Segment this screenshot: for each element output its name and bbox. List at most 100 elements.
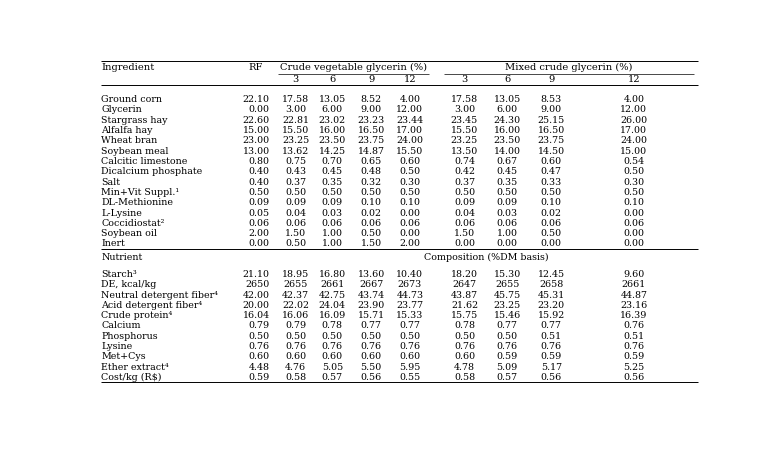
Text: 15.92: 15.92 xyxy=(537,311,565,320)
Text: 9.60: 9.60 xyxy=(623,270,644,279)
Text: 0.50: 0.50 xyxy=(285,332,306,341)
Text: 0.50: 0.50 xyxy=(541,229,562,238)
Text: 0.50: 0.50 xyxy=(497,332,518,341)
Text: 0.59: 0.59 xyxy=(248,373,270,382)
Text: 0.06: 0.06 xyxy=(322,219,343,228)
Text: 0.10: 0.10 xyxy=(541,198,562,207)
Text: Neutral detergent fiber⁴: Neutral detergent fiber⁴ xyxy=(101,291,218,299)
Text: 5.05: 5.05 xyxy=(321,363,343,372)
Text: 0.77: 0.77 xyxy=(360,321,381,331)
Text: 43.74: 43.74 xyxy=(357,291,385,299)
Text: 2661: 2661 xyxy=(321,280,345,289)
Text: 13.62: 13.62 xyxy=(282,146,309,156)
Text: 0.77: 0.77 xyxy=(497,321,518,331)
Text: Glycerin: Glycerin xyxy=(101,106,142,114)
Text: 23.50: 23.50 xyxy=(494,136,521,145)
Text: Met+Cys: Met+Cys xyxy=(101,352,146,361)
Text: 0.58: 0.58 xyxy=(285,373,306,382)
Text: Dicalcium phosphate: Dicalcium phosphate xyxy=(101,167,203,176)
Text: 15.30: 15.30 xyxy=(494,270,521,279)
Text: 9: 9 xyxy=(548,75,555,84)
Text: 23.20: 23.20 xyxy=(537,301,565,310)
Text: 0.09: 0.09 xyxy=(248,198,270,207)
Text: 4.00: 4.00 xyxy=(623,95,644,104)
Text: 12: 12 xyxy=(403,75,417,84)
Text: 3.00: 3.00 xyxy=(454,106,475,114)
Text: 13.05: 13.05 xyxy=(319,95,346,104)
Text: Calcitic limestone: Calcitic limestone xyxy=(101,157,188,166)
Text: 3.00: 3.00 xyxy=(285,106,306,114)
Text: 6: 6 xyxy=(504,75,510,84)
Text: 0.09: 0.09 xyxy=(322,198,343,207)
Text: 0.50: 0.50 xyxy=(360,332,381,341)
Text: 3: 3 xyxy=(292,75,299,84)
Text: 15.00: 15.00 xyxy=(620,146,647,156)
Text: 2673: 2673 xyxy=(398,280,422,289)
Text: 0.59: 0.59 xyxy=(541,352,562,361)
Text: Composition (%DM basis): Composition (%DM basis) xyxy=(424,253,548,262)
Text: 24.00: 24.00 xyxy=(620,136,647,145)
Text: 0.33: 0.33 xyxy=(541,178,562,186)
Text: Acid detergent fiber⁴: Acid detergent fiber⁴ xyxy=(101,301,203,310)
Text: 0.50: 0.50 xyxy=(454,332,475,341)
Text: 24.30: 24.30 xyxy=(494,116,521,125)
Text: 16.80: 16.80 xyxy=(319,270,346,279)
Text: 0.80: 0.80 xyxy=(249,157,270,166)
Text: 1.00: 1.00 xyxy=(322,229,343,238)
Text: 23.00: 23.00 xyxy=(243,136,270,145)
Text: 17.00: 17.00 xyxy=(620,126,647,135)
Text: 0.06: 0.06 xyxy=(285,219,306,228)
Text: 0.57: 0.57 xyxy=(322,373,343,382)
Text: 0.76: 0.76 xyxy=(360,342,381,351)
Text: 0.30: 0.30 xyxy=(623,178,644,186)
Text: Nutrient: Nutrient xyxy=(101,253,143,262)
Text: 0.10: 0.10 xyxy=(623,198,644,207)
Text: 2661: 2661 xyxy=(622,280,646,289)
Text: Crude vegetable glycerin (%): Crude vegetable glycerin (%) xyxy=(280,63,427,72)
Text: Calcium: Calcium xyxy=(101,321,141,331)
Text: Alfalfa hay: Alfalfa hay xyxy=(101,126,153,135)
Text: 16.09: 16.09 xyxy=(319,311,346,320)
Text: 0.65: 0.65 xyxy=(360,157,381,166)
Text: Ground corn: Ground corn xyxy=(101,95,162,104)
Text: 22.10: 22.10 xyxy=(243,95,270,104)
Text: 0.02: 0.02 xyxy=(541,208,562,218)
Text: 0.10: 0.10 xyxy=(360,198,381,207)
Text: DE, kcal/kg: DE, kcal/kg xyxy=(101,280,157,289)
Text: 14.50: 14.50 xyxy=(537,146,565,156)
Text: 12.00: 12.00 xyxy=(396,106,424,114)
Text: 0.79: 0.79 xyxy=(285,321,306,331)
Text: 0.45: 0.45 xyxy=(497,167,518,176)
Text: 4.48: 4.48 xyxy=(249,363,270,372)
Text: Stargrass hay: Stargrass hay xyxy=(101,116,168,125)
Text: 5.25: 5.25 xyxy=(623,363,644,372)
Text: 0.09: 0.09 xyxy=(454,198,475,207)
Text: 0.76: 0.76 xyxy=(454,342,475,351)
Text: 0.58: 0.58 xyxy=(454,373,475,382)
Text: 13.60: 13.60 xyxy=(357,270,385,279)
Text: 20.00: 20.00 xyxy=(243,301,270,310)
Text: 13.05: 13.05 xyxy=(494,95,521,104)
Text: 23.75: 23.75 xyxy=(537,136,565,145)
Text: 0.06: 0.06 xyxy=(399,219,420,228)
Text: 0.04: 0.04 xyxy=(454,208,475,218)
Text: 23.75: 23.75 xyxy=(357,136,385,145)
Text: 0.60: 0.60 xyxy=(399,352,420,361)
Text: 0.05: 0.05 xyxy=(248,208,270,218)
Text: 0.50: 0.50 xyxy=(360,229,381,238)
Text: 15.33: 15.33 xyxy=(396,311,424,320)
Text: 23.25: 23.25 xyxy=(451,136,478,145)
Text: 0.48: 0.48 xyxy=(360,167,381,176)
Text: 2667: 2667 xyxy=(359,280,383,289)
Text: Starch³: Starch³ xyxy=(101,270,137,279)
Text: 22.02: 22.02 xyxy=(282,301,309,310)
Text: 0.60: 0.60 xyxy=(248,352,270,361)
Text: 0.78: 0.78 xyxy=(322,321,343,331)
Text: 15.00: 15.00 xyxy=(243,126,270,135)
Text: 0.06: 0.06 xyxy=(497,219,518,228)
Text: 0.50: 0.50 xyxy=(399,167,420,176)
Text: 21.62: 21.62 xyxy=(451,301,478,310)
Text: 23.25: 23.25 xyxy=(282,136,309,145)
Text: 0.50: 0.50 xyxy=(285,239,306,248)
Text: 14.25: 14.25 xyxy=(319,146,346,156)
